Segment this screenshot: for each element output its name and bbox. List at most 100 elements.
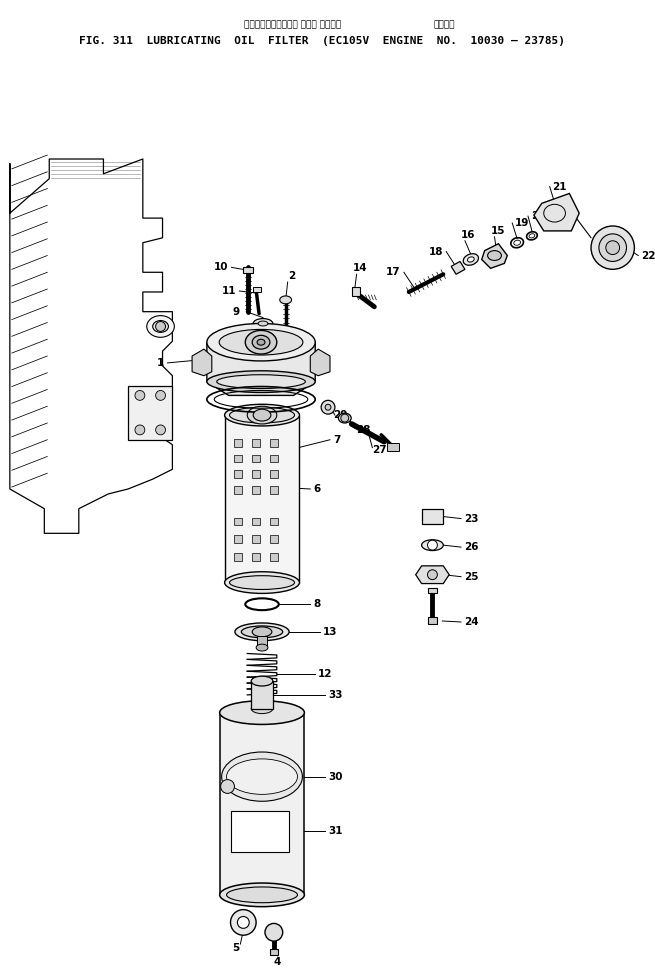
Circle shape [156,425,166,434]
Polygon shape [207,342,315,395]
Bar [270,553,278,561]
Ellipse shape [225,572,299,593]
Ellipse shape [241,626,283,638]
Circle shape [156,321,166,331]
Ellipse shape [253,409,271,421]
Bar [234,470,242,478]
Circle shape [606,241,620,254]
Ellipse shape [219,700,305,725]
Text: 2: 2 [288,271,295,281]
Ellipse shape [251,704,273,714]
Bar [234,517,242,525]
Bar [387,443,399,451]
Text: 18: 18 [429,246,443,256]
Bar [257,636,267,648]
Bar [270,455,278,463]
Bar [252,470,260,478]
Circle shape [599,234,626,261]
Circle shape [591,226,635,270]
Text: 24: 24 [464,617,479,627]
Bar [231,811,289,852]
Text: 8: 8 [313,599,320,610]
Polygon shape [451,261,465,275]
Ellipse shape [221,752,303,802]
Bar [270,536,278,543]
Bar [252,455,260,463]
Text: 4: 4 [274,956,281,967]
Bar [252,486,260,494]
Text: FIG. 311  LUBRICATING  OIL  FILTER  (EC105V  ENGINE  NO.  10030 — 23785): FIG. 311 LUBRICATING OIL FILTER (EC105V … [79,36,565,46]
Bar [352,287,360,296]
Ellipse shape [217,375,305,389]
Polygon shape [310,349,330,376]
Bar [428,587,438,593]
Bar [270,486,278,494]
Ellipse shape [229,576,295,589]
Circle shape [321,400,335,414]
Ellipse shape [225,404,299,426]
Ellipse shape [251,676,273,686]
Bar [270,438,278,447]
Text: 適用号機: 適用号機 [434,20,455,29]
Ellipse shape [258,321,268,326]
Bar [270,470,278,478]
Bar [270,517,278,525]
Ellipse shape [153,320,168,332]
Polygon shape [481,244,508,269]
Polygon shape [416,566,449,583]
Ellipse shape [247,406,277,424]
Text: 11: 11 [222,286,236,296]
Bar [219,713,305,895]
Bar [422,508,443,524]
Circle shape [237,917,249,928]
Circle shape [135,425,145,434]
Circle shape [231,910,256,935]
Bar [253,287,261,292]
Text: 1: 1 [157,357,164,368]
Circle shape [428,541,438,550]
Circle shape [135,391,145,400]
Text: 16: 16 [461,230,476,240]
Bar [234,455,242,463]
Bar [252,438,260,447]
Text: 6: 6 [313,484,320,494]
Text: 29: 29 [333,410,347,420]
Polygon shape [192,349,212,376]
Ellipse shape [468,257,474,262]
Bar [234,536,242,543]
Text: 21: 21 [553,181,567,192]
Circle shape [156,391,166,400]
Text: 5: 5 [233,943,240,953]
Text: 14: 14 [352,263,367,274]
Ellipse shape [422,540,443,550]
Ellipse shape [207,323,315,361]
Ellipse shape [252,627,272,637]
Circle shape [265,923,283,941]
Bar [225,415,299,582]
Text: 26: 26 [464,543,478,552]
Text: 17: 17 [386,267,401,278]
Bar [243,267,253,274]
Circle shape [428,570,438,580]
Ellipse shape [256,644,268,651]
Ellipse shape [252,335,270,349]
Polygon shape [534,194,579,231]
Text: 12: 12 [318,669,333,679]
Ellipse shape [207,371,315,393]
Bar [252,517,260,525]
Ellipse shape [147,316,174,337]
Ellipse shape [235,623,289,641]
Ellipse shape [463,253,479,265]
Ellipse shape [229,407,295,423]
Bar [128,386,172,439]
Text: 10: 10 [214,262,229,273]
Circle shape [341,414,348,422]
Ellipse shape [219,883,305,907]
Text: 13: 13 [323,627,337,637]
Bar [252,553,260,561]
Text: 31: 31 [328,826,343,836]
Ellipse shape [227,759,297,795]
Bar [270,949,278,955]
Text: 25: 25 [464,572,478,581]
Bar [234,553,242,561]
